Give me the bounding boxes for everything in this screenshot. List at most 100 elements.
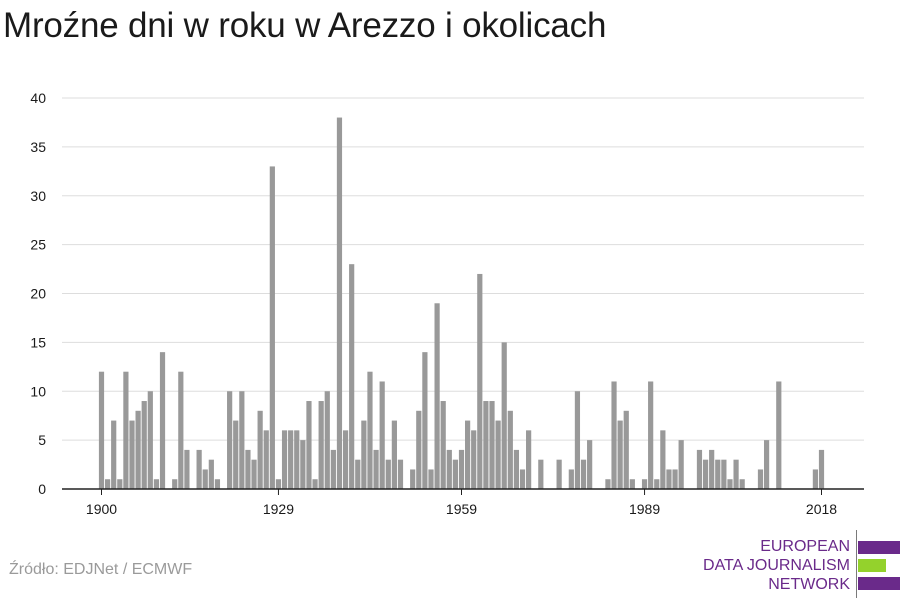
bar-1965 (495, 420, 501, 489)
x-tick-label-2018: 2018 (806, 501, 837, 517)
bar-1922 (233, 420, 239, 489)
bar-1953 (422, 352, 428, 489)
y-tick-label-40: 40 (30, 90, 46, 106)
bar-1909 (153, 479, 160, 489)
y-tick-label-5: 5 (38, 432, 46, 448)
bar-1948 (391, 420, 397, 489)
bar-2001 (715, 459, 721, 489)
bar-1998 (696, 449, 703, 489)
bar-1986 (623, 410, 629, 489)
bar-1945 (373, 449, 379, 489)
bar-1933 (300, 440, 306, 489)
bar-1949 (397, 459, 404, 489)
bar-1900 (98, 371, 105, 489)
bar-2009 (763, 440, 770, 489)
bar-1970 (526, 430, 532, 489)
logo-text-line-1: EUROPEAN (760, 538, 850, 555)
bar-1924 (245, 449, 251, 489)
bar-1926 (257, 410, 263, 489)
bar-1940 (342, 430, 349, 489)
bar-1956 (440, 401, 446, 489)
bar-1992 (660, 430, 666, 489)
bar-1955 (434, 303, 440, 489)
bar-1952 (416, 410, 422, 489)
bar-1957 (446, 449, 452, 489)
bar-1930 (281, 430, 288, 489)
bar-1918 (208, 459, 214, 489)
bar-1962 (477, 273, 483, 489)
bar-1969 (519, 469, 526, 489)
bar-1963 (483, 401, 489, 489)
bar-1934 (306, 401, 312, 489)
bar-1954 (428, 469, 434, 489)
bar-2011 (776, 381, 782, 489)
bar-1903 (117, 479, 123, 489)
bar-1944 (367, 371, 373, 489)
bar-1936 (318, 401, 324, 489)
bar-1919 (214, 479, 221, 489)
bar-1960 (465, 420, 471, 489)
bar-1994 (672, 469, 678, 489)
bar-1943 (361, 420, 367, 489)
bar-1989 (641, 479, 648, 489)
bar-1964 (489, 401, 495, 489)
bar-1906 (135, 410, 141, 489)
bar-1980 (587, 440, 593, 489)
bar-1916 (196, 449, 202, 489)
x-tick-label-1959: 1959 (446, 501, 477, 517)
bar-1995 (678, 440, 684, 489)
bar-1947 (385, 459, 391, 489)
bar-1912 (172, 479, 178, 489)
bar-1959 (458, 449, 465, 489)
y-tick-label-15: 15 (30, 334, 46, 350)
logo-bar-green (858, 559, 886, 572)
bar-1968 (513, 449, 520, 489)
bar-1913 (178, 371, 184, 489)
x-tick-label-1929: 1929 (263, 501, 294, 517)
bar-1991 (654, 479, 660, 489)
bar-2000 (709, 449, 715, 489)
y-tick-label-0: 0 (38, 481, 46, 497)
bar-1923 (239, 391, 245, 489)
bar-1975 (556, 459, 562, 489)
bar-2018 (818, 449, 825, 489)
bar-1902 (111, 420, 117, 489)
bar-1984 (611, 381, 617, 489)
bar-1961 (471, 430, 477, 489)
bar-1983 (605, 479, 611, 489)
bar-1901 (105, 479, 111, 489)
y-tick-label-20: 20 (30, 286, 46, 302)
chart-title: Mroźne dni w roku w Arezzo i okolicach (3, 6, 607, 45)
bar-2002 (721, 459, 727, 489)
x-tick-label-1989: 1989 (629, 501, 660, 517)
bar-1993 (666, 469, 672, 489)
bar-2004 (733, 459, 739, 489)
logo-divider (856, 530, 857, 598)
y-tick-label-30: 30 (30, 188, 46, 204)
bar-1929 (275, 479, 282, 489)
y-tick-label-35: 35 (30, 139, 46, 155)
source-note: Źródło: EDJNet / ECMWF (9, 561, 193, 578)
bar-1977 (568, 469, 574, 489)
edjnet-logo: EUROPEAN DATA JOURNALISM NETWORK (700, 530, 900, 598)
bar-1939 (336, 117, 343, 490)
bar-1905 (129, 420, 135, 489)
bar-1917 (202, 469, 208, 489)
bar-2005 (739, 479, 745, 489)
bar-1987 (629, 479, 635, 489)
bar-chart: 0 5 10 15 20 25 30 35 40 1900 1929 1959 1989 2018 (30, 90, 864, 517)
logo-bar-purple-top (858, 541, 900, 554)
bar-1978 (574, 391, 581, 489)
bar-1914 (184, 449, 190, 489)
logo-text-line-3: NETWORK (768, 576, 850, 593)
bar-1928 (269, 166, 275, 490)
bar-1966 (501, 342, 507, 489)
x-tick-label-1900: 1900 (86, 501, 117, 517)
bar-1925 (251, 459, 257, 489)
bar-1942 (355, 459, 361, 489)
bar-1908 (147, 391, 153, 489)
bar-1927 (263, 430, 269, 489)
bar-2017 (812, 469, 818, 489)
bar-1937 (324, 391, 330, 489)
bar-1941 (349, 264, 355, 489)
